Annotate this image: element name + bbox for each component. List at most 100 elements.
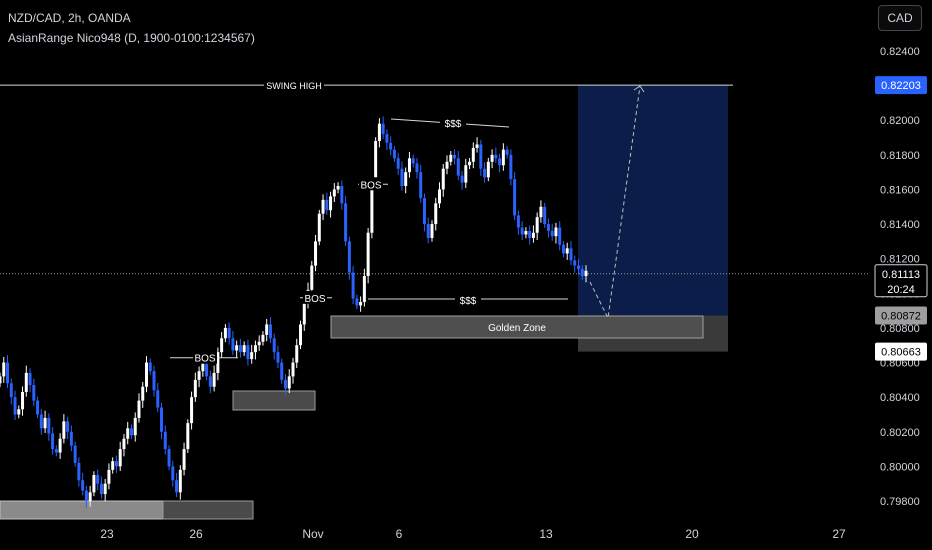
candle-body (524, 231, 528, 235)
candle-body (99, 483, 103, 495)
candle-body (535, 217, 539, 233)
candle-body (486, 161, 490, 178)
candle-body (543, 206, 547, 225)
candle-body (513, 179, 517, 216)
candle-body (355, 298, 359, 306)
candle-body (111, 461, 115, 470)
candle-body (329, 196, 333, 211)
candle-body (137, 400, 141, 418)
symbol-title[interactable]: NZD/CAD, 2h, OANDA (8, 11, 131, 25)
candle-body (546, 224, 550, 231)
candle-body (366, 232, 370, 276)
projected-path (589, 85, 641, 320)
candle-body (449, 154, 453, 162)
candle-body (573, 260, 577, 266)
candle-body (453, 154, 457, 159)
candle-body (434, 203, 438, 225)
candle-body (516, 215, 520, 228)
y-tick-label: 0.81400 (880, 219, 920, 231)
candle-body (193, 379, 197, 398)
candle-body (84, 490, 88, 501)
candle-body (167, 449, 171, 467)
candle-body (569, 248, 573, 261)
candle-body (197, 371, 201, 380)
candle-body (276, 352, 280, 363)
candle-body (332, 189, 336, 197)
candle-body (407, 158, 411, 173)
candle-body (81, 480, 85, 491)
candle-body (28, 372, 32, 386)
x-tick-label: 6 (396, 527, 403, 541)
candle-body (54, 449, 58, 453)
indicator-title[interactable]: AsianRange Nico948 (D, 1900-0100:1234567… (8, 31, 255, 45)
candle-body (475, 144, 479, 148)
candle-body (344, 203, 348, 242)
candle-body (9, 383, 13, 398)
demand-box (0, 500, 164, 520)
stop-price-label-bg (875, 342, 927, 361)
y-tick-label: 0.80200 (880, 427, 920, 439)
candle-body (291, 362, 295, 377)
x-tick-label: 13 (539, 527, 553, 541)
candle-body (317, 213, 321, 242)
candle-body (216, 352, 220, 373)
candle-body (483, 168, 487, 178)
liquidity-label-top: $$$ (445, 119, 462, 130)
candle-body (73, 445, 77, 463)
candle-body (456, 158, 460, 176)
candle-body (321, 199, 325, 214)
candle-body (576, 265, 580, 270)
candle-body (494, 154, 498, 159)
y-tick-label: 0.80400 (880, 392, 920, 404)
candle-body (163, 431, 167, 450)
candle-body (6, 362, 10, 384)
candle-body (220, 338, 224, 353)
candle-body (208, 376, 212, 387)
candle-body (212, 372, 216, 387)
entry-price-label: 0.80872 (881, 310, 921, 322)
candle-body (426, 224, 430, 238)
candle-body (347, 241, 351, 273)
candle-body (528, 231, 532, 238)
candle-body (133, 417, 137, 436)
target-price-label-bg (875, 76, 927, 95)
candle-body (445, 161, 449, 169)
liquidity-label-bottom: $$$ (460, 296, 477, 307)
candle-body (505, 149, 509, 155)
candle-body (103, 483, 107, 495)
candle-body (160, 407, 164, 432)
currency-button[interactable]: CAD (878, 5, 922, 31)
candle-body (389, 142, 393, 150)
candle-body (152, 371, 156, 391)
y-tick-label: 0.81200 (880, 254, 920, 266)
liquidity-label-bg (440, 116, 466, 129)
y-tick-label: 0.80000 (880, 461, 920, 473)
y-tick-label: 0.82000 (880, 115, 920, 127)
x-tick-label: 20 (685, 527, 699, 541)
stop-price-label: 0.80663 (881, 347, 921, 359)
candle-body (227, 327, 231, 339)
candle-body (122, 438, 126, 450)
y-tick-label: 0.81600 (880, 184, 920, 196)
candle-body (419, 172, 423, 199)
candle-body (392, 149, 396, 159)
candle-body (460, 175, 464, 183)
candle-body (584, 270, 588, 276)
candle-body (498, 158, 502, 166)
candle-body (186, 423, 190, 450)
candle-body (126, 428, 130, 439)
candle-body (509, 154, 513, 180)
candle-body (272, 338, 276, 353)
y-tick-label: 0.80800 (880, 323, 920, 335)
candle-body (479, 144, 483, 169)
candle-body (415, 163, 419, 173)
candle-body (114, 461, 118, 467)
candle-body (77, 462, 81, 481)
candle-body (58, 438, 62, 453)
candle-body (250, 352, 254, 360)
projection-arrowhead (633, 85, 645, 93)
candle-body (385, 134, 389, 143)
candle-body (190, 397, 194, 424)
candle-body (231, 338, 235, 351)
